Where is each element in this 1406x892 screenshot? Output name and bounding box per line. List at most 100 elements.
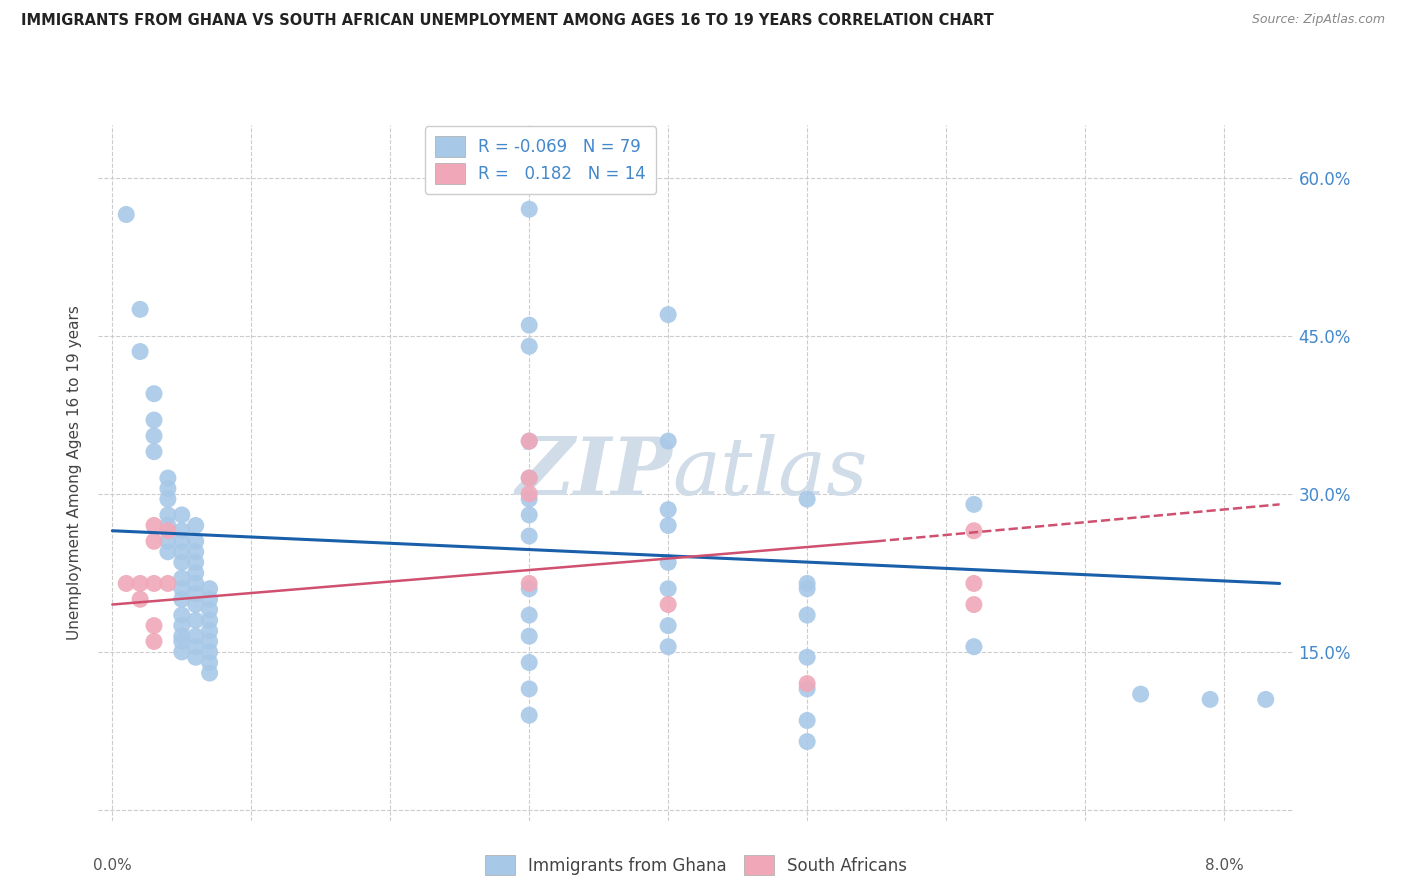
Point (1254, 692, 1277, 706)
Point (184, 613, 207, 627)
Point (796, 608, 818, 623)
Text: IMMIGRANTS FROM GHANA VS SOUTH AFRICAN UNEMPLOYMENT AMONG AGES 16 TO 19 YEARS CO: IMMIGRANTS FROM GHANA VS SOUTH AFRICAN U… (21, 13, 994, 29)
Point (143, 634, 166, 648)
Point (170, 629, 193, 643)
Point (129, 592, 152, 607)
Point (517, 202, 540, 217)
Point (156, 492, 179, 507)
Point (198, 624, 221, 638)
Point (796, 676, 818, 690)
Point (143, 413, 166, 427)
Point (143, 518, 166, 533)
Point (796, 681, 818, 696)
Point (796, 714, 818, 728)
Point (184, 545, 207, 559)
Point (143, 618, 166, 632)
Point (143, 576, 166, 591)
Point (184, 566, 207, 580)
Point (143, 386, 166, 401)
Point (517, 681, 540, 696)
Point (657, 582, 679, 596)
Point (796, 582, 818, 596)
Point (963, 576, 986, 591)
Point (156, 576, 179, 591)
Y-axis label: Unemployment Among Ages 16 to 19 years: Unemployment Among Ages 16 to 19 years (67, 305, 83, 640)
Point (796, 576, 818, 591)
Point (170, 555, 193, 569)
Point (170, 534, 193, 549)
Point (143, 444, 166, 458)
Point (156, 545, 179, 559)
Point (517, 529, 540, 543)
Point (517, 708, 540, 723)
Point (1129, 687, 1152, 701)
Point (517, 471, 540, 485)
Point (657, 618, 679, 632)
Point (657, 308, 679, 322)
Legend: Immigrants from Ghana, South Africans: Immigrants from Ghana, South Africans (478, 848, 914, 882)
Point (170, 608, 193, 623)
Point (517, 508, 540, 522)
Point (129, 576, 152, 591)
Point (198, 592, 221, 607)
Point (156, 518, 179, 533)
Point (517, 629, 540, 643)
Point (156, 508, 179, 522)
Point (184, 629, 207, 643)
Text: ZIP: ZIP (515, 434, 672, 511)
Text: atlas: atlas (672, 434, 868, 511)
Point (143, 429, 166, 443)
Point (517, 471, 540, 485)
Point (517, 434, 540, 449)
Point (517, 318, 540, 333)
Point (963, 524, 986, 538)
Point (129, 344, 152, 359)
Point (156, 524, 179, 538)
Point (198, 645, 221, 659)
Point (115, 207, 138, 221)
Point (170, 645, 193, 659)
Point (517, 576, 540, 591)
Point (170, 618, 193, 632)
Point (963, 497, 986, 511)
Point (657, 640, 679, 654)
Point (657, 434, 679, 449)
Point (156, 482, 179, 496)
Point (170, 545, 193, 559)
Point (156, 534, 179, 549)
Point (143, 534, 166, 549)
Point (657, 518, 679, 533)
Point (963, 598, 986, 612)
Point (156, 471, 179, 485)
Point (198, 634, 221, 648)
Point (796, 734, 818, 748)
Text: 0.0%: 0.0% (93, 857, 132, 872)
Point (184, 576, 207, 591)
Point (198, 582, 221, 596)
Point (184, 640, 207, 654)
Point (184, 598, 207, 612)
Point (184, 518, 207, 533)
Point (184, 555, 207, 569)
Point (657, 555, 679, 569)
Point (184, 534, 207, 549)
Point (198, 666, 221, 681)
Point (129, 302, 152, 317)
Point (1199, 692, 1222, 706)
Point (517, 582, 540, 596)
Point (517, 487, 540, 501)
Point (657, 502, 679, 516)
Point (170, 634, 193, 648)
Point (115, 576, 138, 591)
Text: Source: ZipAtlas.com: Source: ZipAtlas.com (1251, 13, 1385, 27)
Point (184, 587, 207, 601)
Point (184, 650, 207, 665)
Point (517, 434, 540, 449)
Point (796, 650, 818, 665)
Point (198, 613, 221, 627)
Point (170, 582, 193, 596)
Point (657, 598, 679, 612)
Point (170, 524, 193, 538)
Point (517, 339, 540, 353)
Point (198, 603, 221, 617)
